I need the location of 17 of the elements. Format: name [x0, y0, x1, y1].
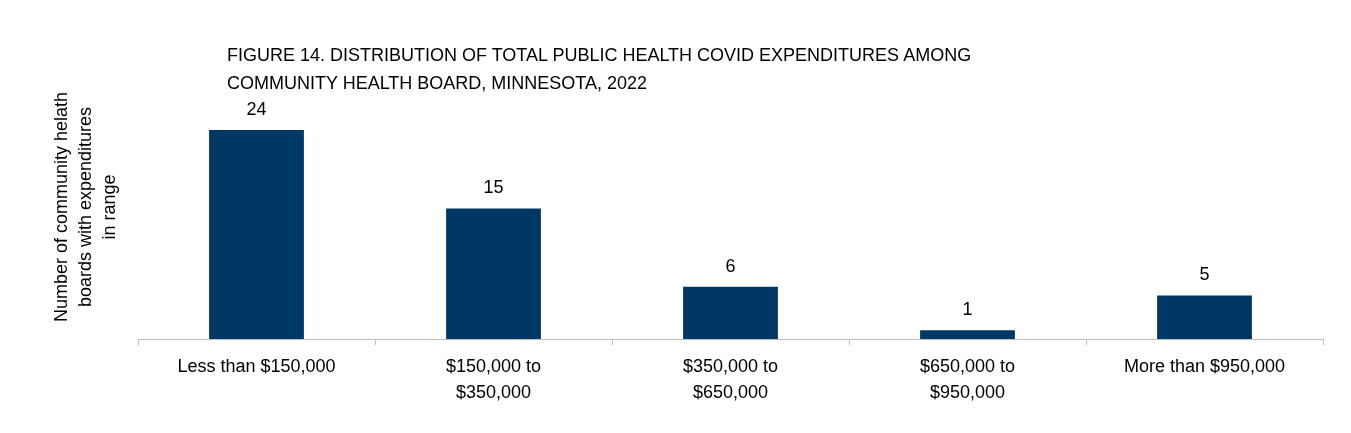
- data-label: 6: [725, 255, 736, 276]
- x-tick-label: More than $950,000: [1123, 356, 1286, 376]
- x-tick-label: Less than $150,000: [177, 356, 336, 376]
- bar: [209, 130, 304, 339]
- data-label: 1: [962, 299, 973, 320]
- bar: [920, 330, 1015, 339]
- chart-title: FIGURE 14. DISTRIBUTION OF TOTAL PUBLIC HEALTH COVID EXPENDITURES AMONG COMMUNITY HEALTH BOARD, MINNESOTA, 2022: [227, 45, 977, 93]
- bar: [1157, 295, 1252, 339]
- bar: [683, 286, 778, 339]
- data-label: 5: [1199, 264, 1210, 285]
- x-tick-label: $350,000 to $650,000: [682, 356, 779, 402]
- x-tick-label: $650,000 to $950,000: [919, 356, 1016, 402]
- data-label: 24: [246, 99, 267, 119]
- bar: [446, 208, 541, 339]
- y-axis-title: Number of community helath boards with expenditures in range: [51, 91, 119, 323]
- data-label: 15: [483, 177, 504, 198]
- x-tick-label: $150,000 to $350,000: [445, 356, 542, 402]
